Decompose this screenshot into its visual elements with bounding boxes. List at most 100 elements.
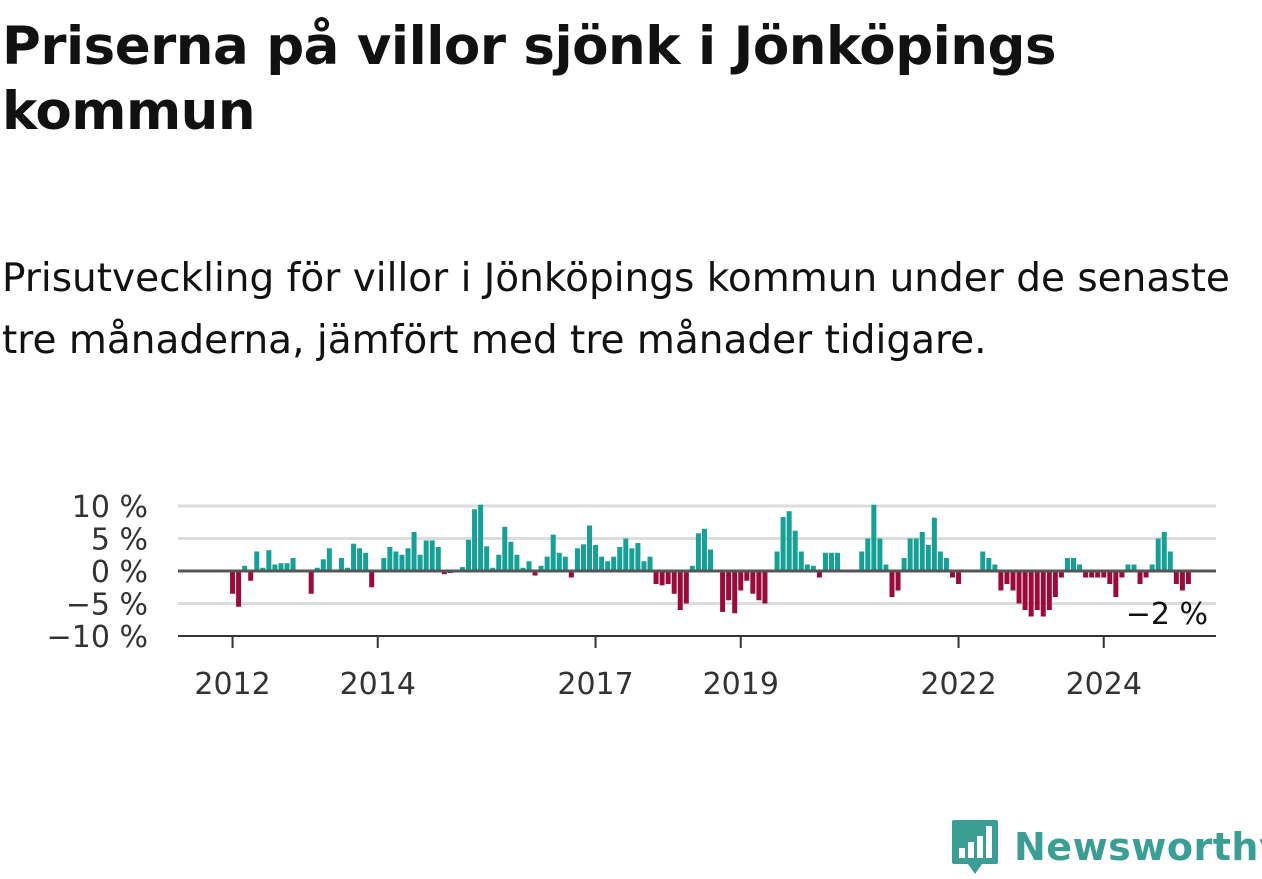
bar — [1143, 571, 1149, 578]
bar — [478, 504, 484, 571]
x-tick-label: 2024 — [1066, 667, 1142, 702]
bar — [496, 554, 502, 571]
bar — [986, 558, 992, 571]
bar — [937, 551, 943, 571]
bar — [502, 526, 508, 571]
bar — [683, 571, 689, 604]
bar — [254, 551, 260, 571]
y-tick-label: −10 % — [47, 620, 148, 655]
bar — [1155, 538, 1161, 571]
bar — [835, 552, 841, 571]
bar — [466, 539, 471, 571]
bar — [1161, 532, 1167, 571]
bar — [859, 551, 865, 571]
y-tick-label: −5 % — [66, 588, 148, 623]
bar — [738, 571, 744, 591]
bar — [308, 571, 314, 594]
bar — [593, 545, 599, 571]
page-title: Priserna på villor sjönk i Jönköpings ko… — [2, 16, 1057, 142]
bar — [871, 504, 877, 571]
bar — [671, 571, 677, 594]
bar — [338, 558, 344, 571]
bar — [1022, 571, 1028, 610]
bar — [423, 540, 429, 571]
bar — [1083, 571, 1089, 578]
bar — [956, 571, 962, 584]
bar — [345, 567, 350, 571]
bar — [599, 556, 605, 571]
bar — [605, 561, 611, 571]
bar — [411, 532, 417, 571]
bar — [587, 525, 592, 571]
bar — [387, 546, 393, 571]
bar — [532, 571, 538, 576]
bar — [689, 565, 695, 571]
bar — [1101, 571, 1107, 578]
price-change-bar-chart: 10 %5 %0 %−5 %−10 % 2012 2014 2017 2019 2022 2… — [47, 490, 1216, 702]
axes — [178, 569, 1216, 648]
bar — [508, 541, 514, 571]
bar — [998, 571, 1004, 591]
bar — [980, 551, 986, 571]
bar — [1095, 571, 1101, 578]
bar — [659, 571, 665, 586]
bar — [1119, 571, 1125, 578]
bar — [1131, 564, 1137, 571]
bar — [695, 533, 701, 571]
bar — [1089, 571, 1095, 578]
bar — [272, 564, 278, 571]
bar — [562, 556, 568, 571]
bar — [399, 554, 405, 571]
bar — [369, 571, 375, 588]
bar — [720, 571, 726, 612]
bar — [810, 565, 816, 571]
bar — [780, 517, 786, 571]
bar — [611, 556, 617, 571]
bar — [1064, 558, 1070, 571]
bar — [950, 571, 955, 578]
bar — [357, 548, 363, 571]
bar — [829, 552, 834, 571]
bar — [544, 556, 550, 571]
bar — [677, 571, 683, 610]
y-tick-label: 5 % — [91, 523, 148, 558]
bar — [290, 558, 296, 571]
bar — [877, 538, 883, 571]
bar — [556, 552, 562, 571]
bar — [883, 564, 889, 571]
bar — [889, 571, 895, 597]
bar — [992, 564, 998, 571]
bar — [435, 546, 441, 571]
bar — [580, 544, 586, 571]
newsworthy-brand: Newsworthy — [950, 818, 1262, 876]
tick-labels: 10 %5 %0 %−5 %−10 % 2012 2014 2017 2019 2022 2… — [47, 490, 1208, 702]
bar — [1137, 571, 1143, 584]
bar — [804, 564, 810, 571]
bar — [798, 551, 804, 571]
bar — [278, 563, 284, 571]
bar — [381, 558, 387, 571]
bar — [490, 567, 496, 571]
bar — [363, 552, 369, 571]
y-tick-label: 0 % — [91, 555, 148, 590]
bar — [647, 556, 653, 571]
bar — [1052, 571, 1058, 597]
bar — [653, 571, 659, 584]
bar — [641, 561, 647, 571]
bar — [1113, 571, 1119, 597]
bar — [1040, 571, 1046, 617]
x-tick-label: 2017 — [557, 667, 633, 702]
bar — [320, 559, 326, 571]
bar — [266, 550, 272, 571]
bar — [1125, 564, 1131, 571]
bar — [762, 571, 768, 604]
bar — [472, 509, 478, 571]
bar — [635, 543, 641, 571]
bar — [1028, 571, 1034, 617]
bar — [550, 534, 556, 571]
bar — [750, 571, 756, 594]
bar — [538, 565, 544, 571]
bar — [248, 571, 254, 581]
last-value-label: −2 % — [1126, 597, 1208, 632]
bar — [242, 565, 248, 571]
